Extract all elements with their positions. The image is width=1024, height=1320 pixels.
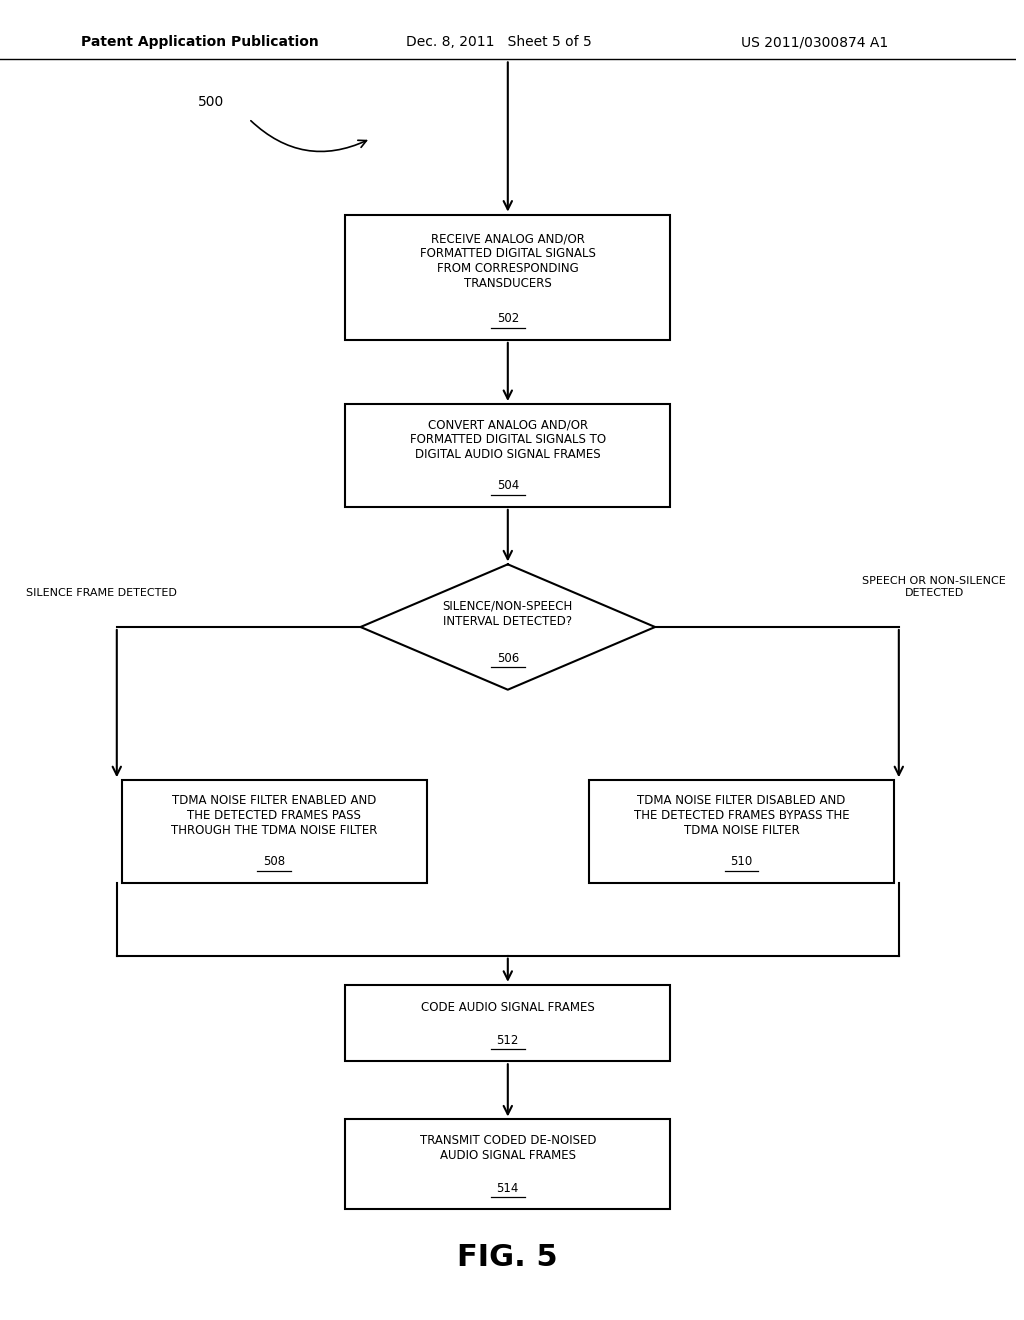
Text: CONVERT ANALOG AND/OR
FORMATTED DIGITAL SIGNALS TO
DIGITAL AUDIO SIGNAL FRAMES: CONVERT ANALOG AND/OR FORMATTED DIGITAL … [410,418,606,461]
Text: Patent Application Publication: Patent Application Publication [81,36,319,49]
Text: 514: 514 [497,1181,519,1195]
Text: 506: 506 [497,652,519,664]
Text: SILENCE FRAME DETECTED: SILENCE FRAME DETECTED [27,587,177,598]
Text: TRANSMIT CODED DE-NOISED
AUDIO SIGNAL FRAMES: TRANSMIT CODED DE-NOISED AUDIO SIGNAL FR… [420,1134,596,1163]
Text: 510: 510 [730,855,753,869]
Polygon shape [360,565,655,689]
Text: FIG. 5: FIG. 5 [458,1243,558,1272]
Text: 500: 500 [198,95,224,108]
Text: 502: 502 [497,313,519,325]
Text: Dec. 8, 2011   Sheet 5 of 5: Dec. 8, 2011 Sheet 5 of 5 [407,36,592,49]
Text: US 2011/0300874 A1: US 2011/0300874 A1 [741,36,889,49]
FancyBboxPatch shape [589,780,894,883]
FancyArrowPatch shape [251,120,367,152]
Text: 512: 512 [497,1034,519,1047]
Text: CODE AUDIO SIGNAL FRAMES: CODE AUDIO SIGNAL FRAMES [421,1001,595,1014]
Text: TDMA NOISE FILTER DISABLED AND
THE DETECTED FRAMES BYPASS THE
TDMA NOISE FILTER: TDMA NOISE FILTER DISABLED AND THE DETEC… [634,795,849,837]
Text: 508: 508 [263,855,286,869]
Text: RECEIVE ANALOG AND/OR
FORMATTED DIGITAL SIGNALS
FROM CORRESPONDING
TRANSDUCERS: RECEIVE ANALOG AND/OR FORMATTED DIGITAL … [420,232,596,290]
Text: 504: 504 [497,479,519,492]
FancyBboxPatch shape [345,1119,671,1209]
Text: SPEECH OR NON-SILENCE
DETECTED: SPEECH OR NON-SILENCE DETECTED [862,577,1007,598]
FancyBboxPatch shape [345,985,671,1061]
Text: TDMA NOISE FILTER ENABLED AND
THE DETECTED FRAMES PASS
THROUGH THE TDMA NOISE FI: TDMA NOISE FILTER ENABLED AND THE DETECT… [171,795,378,837]
Text: SILENCE/NON-SPEECH
INTERVAL DETECTED?: SILENCE/NON-SPEECH INTERVAL DETECTED? [442,599,573,628]
FancyBboxPatch shape [122,780,427,883]
FancyBboxPatch shape [345,404,671,507]
FancyBboxPatch shape [345,214,671,339]
